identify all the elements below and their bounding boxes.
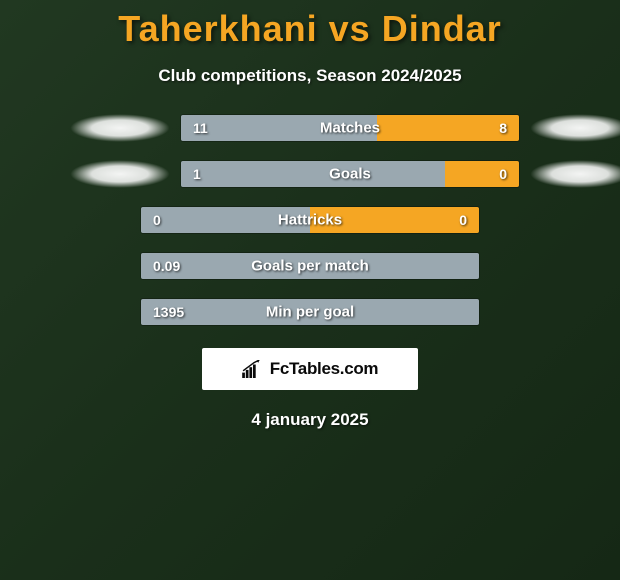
stat-row: Matches 11 8 [70,114,550,142]
comparison-bar: Goals per match 0.09 [140,252,480,280]
page-title: Taherkhani vs Dindar [0,0,620,50]
stat-value-left: 11 [193,120,208,136]
photo-placeholder-left [70,160,170,188]
brand-text: FcTables.com [270,359,379,379]
stat-label: Min per goal [266,304,354,321]
date-text: 4 january 2025 [0,410,620,430]
bar-segment-left [181,161,445,187]
stat-value-right: 8 [499,120,507,136]
stat-label: Hattricks [278,212,342,229]
photo-placeholder-right [530,160,620,188]
comparison-bar: Hattricks 0 0 [140,206,480,234]
stat-row: Min per goal 1395 [70,298,550,326]
photo-placeholder-right [530,114,620,142]
stat-row: Goals 1 0 [70,160,550,188]
stat-value-right: 0 [459,212,467,228]
brand-badge: FcTables.com [202,348,418,390]
stats-container: Matches 11 8 Goals 1 0 Hattricks 0 0 Goals per ma… [0,114,620,326]
photo-placeholder-left [70,114,170,142]
stat-value-left: 1 [193,166,201,182]
stat-value-right: 0 [499,166,507,182]
stat-label: Matches [320,120,380,137]
stat-value-left: 0 [153,212,161,228]
stat-row: Goals per match 0.09 [70,252,550,280]
stat-value-left: 0.09 [153,258,180,274]
fctables-icon [242,360,264,378]
comparison-bar: Min per goal 1395 [140,298,480,326]
stat-row: Hattricks 0 0 [70,206,550,234]
stat-label: Goals per match [251,258,369,275]
stat-label: Goals [329,166,371,183]
subtitle: Club competitions, Season 2024/2025 [0,66,620,86]
comparison-bar: Goals 1 0 [180,160,520,188]
bar-segment-right [377,115,519,141]
stat-value-left: 1395 [153,304,184,320]
comparison-bar: Matches 11 8 [180,114,520,142]
bar-segment-right [445,161,519,187]
